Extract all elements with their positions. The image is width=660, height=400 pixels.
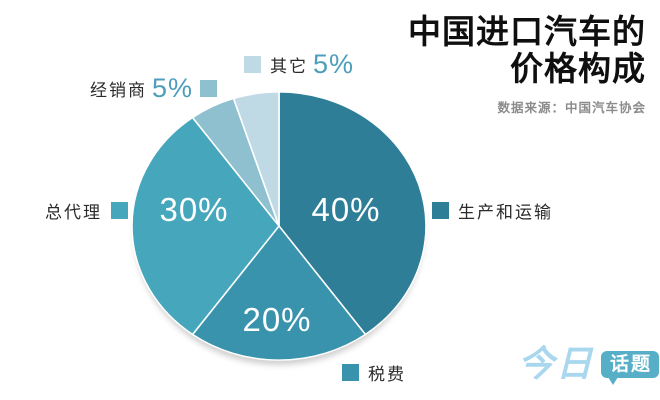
- pie-slice-other: [232, 91, 280, 227]
- logo-text-jinri: 今日: [518, 343, 595, 384]
- production-swatch: [432, 202, 449, 219]
- title-block: 中国进口汽车的 价格构成 数据来源：中国汽车协会: [408, 13, 646, 116]
- page-title-line1: 中国进口汽车的: [408, 13, 646, 50]
- legend-item-production: 生产和运输: [432, 198, 553, 223]
- logo-bubble-huati: 话题: [601, 350, 660, 385]
- pie-label-20pct: 20%: [242, 301, 312, 338]
- agent-label: 总代理: [45, 203, 102, 222]
- legend-item-tax: 税费: [342, 360, 406, 385]
- other-label: 其它: [270, 57, 308, 76]
- legend-item-dealer: 经销商 5%: [90, 73, 218, 103]
- dealer-pct: 5%: [152, 73, 194, 103]
- tax-label: 税费: [368, 365, 406, 384]
- data-source: 数据来源：中国汽车协会: [497, 100, 646, 115]
- agent-swatch: [111, 202, 128, 219]
- dealer-label: 经销商: [90, 81, 147, 100]
- brand-logo: 今日 话题: [518, 343, 660, 385]
- legend-item-other: 其它 5%: [244, 51, 354, 78]
- page-title-line2: 价格构成: [510, 49, 646, 87]
- pie-slice-production: [278, 91, 427, 336]
- pie-label-40pct: 40%: [311, 191, 381, 228]
- tax-swatch: [342, 364, 359, 381]
- production-label: 生产和运输: [458, 203, 553, 222]
- pie-slice-tax: [191, 225, 367, 361]
- legend-item-agent: 总代理: [45, 198, 128, 223]
- other-pct: 5%: [313, 49, 355, 79]
- dealer-swatch: [200, 80, 218, 97]
- pie-label-30pct: 30%: [159, 191, 229, 228]
- other-swatch: [244, 56, 261, 73]
- pie-slice-agent: [131, 116, 280, 336]
